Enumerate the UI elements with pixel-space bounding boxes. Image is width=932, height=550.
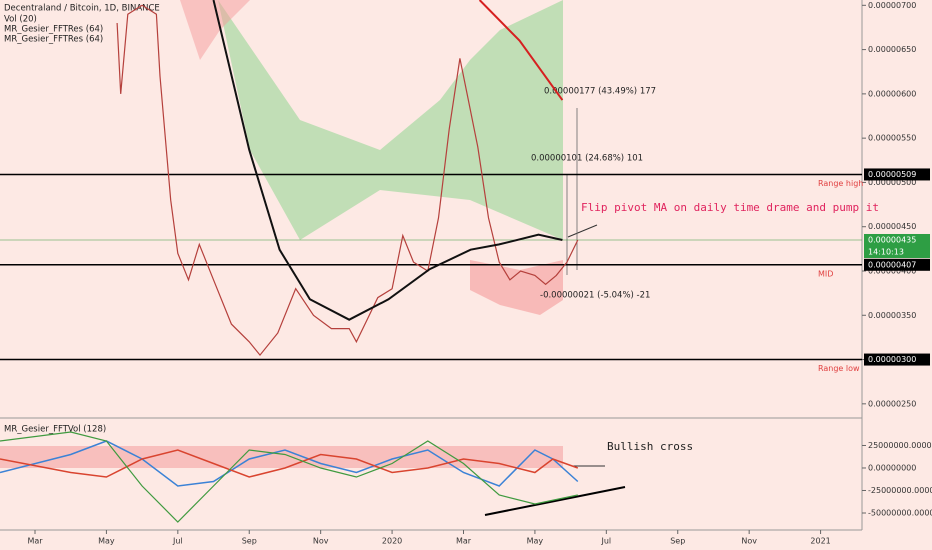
level-name: MID <box>818 269 833 278</box>
series-line <box>478 0 564 101</box>
y-tick-label: 0.00000450 <box>868 222 916 231</box>
x-tick-label: May <box>98 537 115 546</box>
x-tick-label: May <box>527 537 544 546</box>
y-tick-label: -25000000.00000000 <box>868 486 932 495</box>
series-line <box>0 449 579 478</box>
indicator-label: MR_Gesier_FFTRes (64) <box>4 25 103 35</box>
price-label-box <box>864 258 930 271</box>
indicator-band <box>470 260 563 315</box>
price-label-box <box>864 168 930 181</box>
x-tick-label: Mar <box>27 537 43 546</box>
y-tick-label: -50000000.00000000 <box>868 508 932 517</box>
chart-title: Decentraland / Bitcoin, 1D, BINANCE <box>4 4 160 14</box>
measure-label: 0.00000101 (24.68%) 101 <box>531 154 643 164</box>
price-label: 0.00000509 <box>868 170 916 179</box>
y-tick-label: 0.00000400 <box>868 266 916 275</box>
level-name: Range high <box>818 179 863 188</box>
y-tick-label: 25000000.00000000 <box>868 441 932 450</box>
x-tick-label: Nov <box>741 537 757 546</box>
measure-label: 0.00000177 (43.49%) 177 <box>544 87 656 97</box>
level-name: Range low <box>818 364 860 373</box>
x-tick-label: Sep <box>242 537 257 546</box>
x-tick-label: Nov <box>313 537 329 546</box>
series-line <box>116 4 579 357</box>
price-label-box <box>864 353 930 366</box>
y-tick-label: 0.00000000 <box>868 463 916 472</box>
y-tick-label: 0.00000250 <box>868 399 916 408</box>
x-tick-label: Sep <box>670 537 685 546</box>
annotation: Flip pivot MA on daily time drame and pu… <box>581 201 879 214</box>
timer: 14:10:13 <box>868 247 904 256</box>
x-tick-label: Jul <box>600 537 611 546</box>
x-tick-label: Mar <box>456 537 472 546</box>
x-tick-label: 2020 <box>382 537 402 546</box>
x-tick-label: Jul <box>172 537 183 546</box>
price-label: 0.00000407 <box>868 260 916 269</box>
series-line <box>0 440 579 487</box>
measure-label: -0.00000021 (-5.04%) -21 <box>540 291 650 301</box>
y-tick-label: 0.00000650 <box>868 45 916 54</box>
y-tick-label: 0.00000350 <box>868 311 916 320</box>
trend-line <box>484 486 626 516</box>
y-tick-label: 0.00000550 <box>868 134 916 143</box>
price-label: 0.00000300 <box>868 355 916 364</box>
series-line <box>0 431 578 523</box>
indicator-label: Vol (20) <box>4 15 37 25</box>
indicator-band <box>218 0 563 240</box>
series-line <box>212 0 563 321</box>
pane-title: MR_Gesier_FFTVol (128) <box>4 425 106 435</box>
price-label-box <box>864 233 930 258</box>
annotation: Bullish cross <box>607 440 693 453</box>
arrow <box>567 224 598 238</box>
x-tick-label: 2021 <box>810 537 830 546</box>
y-tick-label: 0.00000700 <box>868 1 916 10</box>
y-tick-label: 0.00000500 <box>868 178 916 187</box>
y-tick-label: 0.00000600 <box>868 89 916 98</box>
indicator-band <box>180 0 250 60</box>
price-label: 0.00000435 <box>868 235 916 244</box>
indicator-label: MR_Gesier_FFTRes (64) <box>4 35 103 45</box>
